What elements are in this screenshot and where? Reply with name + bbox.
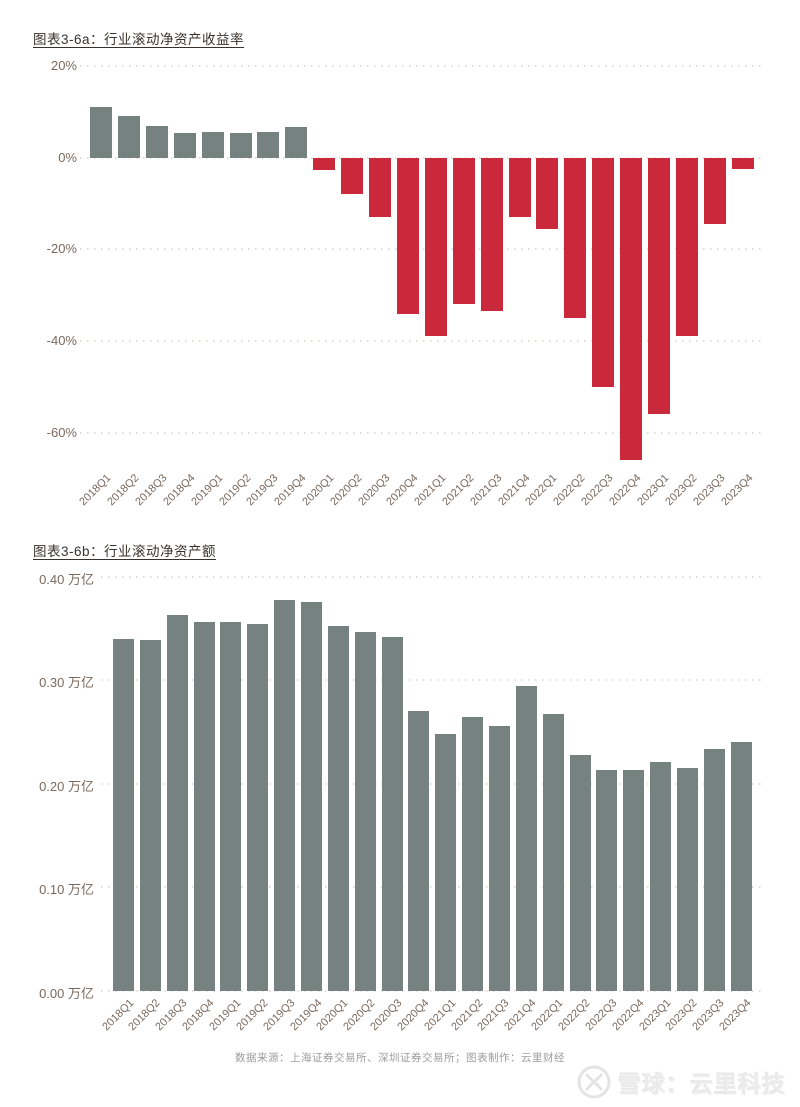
bar-2022Q1 [542,713,564,991]
gridline [101,576,766,578]
bar-2018Q1 [90,107,112,158]
bar-2022Q3 [592,157,615,387]
bar-2022Q1 [536,157,559,229]
bar-2019Q3 [274,599,296,991]
bar-2023Q3 [703,748,725,991]
gridline [80,156,766,159]
bar-2021Q2 [462,716,484,991]
bar-2021Q3 [480,157,503,312]
y-tick-label: 0% [58,149,77,165]
y-tick-label: -60% [46,424,77,440]
bar-2023Q2 [675,157,698,337]
bar-2021Q1 [435,734,457,991]
bar-2019Q1 [220,621,242,991]
bar-2023Q2 [676,768,698,991]
y-tick-label: -20% [46,241,77,257]
y-tick-label: 0.10 万亿 [39,882,94,898]
bar-2021Q4 [515,685,537,991]
bar-2021Q3 [488,725,510,991]
bar-2020Q4 [408,711,430,991]
y-tick-label: 0.40 万亿 [39,572,94,587]
bar-2020Q3 [381,637,403,991]
bar-2022Q3 [596,770,618,991]
bar-2023Q4 [730,742,752,991]
gridline [101,679,766,682]
bar-2018Q4 [193,621,215,991]
gridline [80,340,766,343]
gridline [80,431,766,434]
bar-2020Q2 [341,157,364,195]
bar-2022Q4 [620,157,643,461]
bar-2020Q4 [396,157,419,314]
bar-2020Q1 [327,625,349,991]
bar-2020Q3 [369,157,391,218]
y-tick-label: 20% [50,58,77,73]
bar-2018Q3 [166,615,188,991]
gridline [101,782,766,785]
y-tick-label: -40% [46,333,77,349]
bar-2023Q3 [703,157,726,225]
bar-2022Q4 [623,770,645,991]
bar-2021Q2 [452,157,475,305]
bar-2019Q4 [301,601,322,991]
bar-2018Q3 [145,125,168,158]
xueqiu-logo-icon [577,1065,611,1099]
chart-net-assets-title: 图表3-6b：行业滚动净资产额 [33,544,217,559]
bar-2019Q1 [201,131,224,158]
bar-2022Q2 [569,754,591,991]
bar-2019Q2 [229,132,252,158]
bar-2019Q3 [257,132,280,158]
y-tick-label: 0.30 万亿 [39,675,94,691]
bar-2020Q1 [313,157,336,171]
watermark: 雪球：云里科技 [576,1064,786,1100]
y-tick-label: 0.20 万亿 [39,778,94,794]
bar-2023Q1 [648,157,670,415]
gridline [101,989,766,992]
chart-roe-title: 图表3-6a：行业滚动净资产收益率 [33,32,245,47]
bar-2019Q2 [247,623,269,991]
bar-2019Q4 [285,127,308,158]
y-tick-label: 0.00 万亿 [39,985,94,1001]
data-source-note: 数据来源：上海证券交易所、深圳证券交易所；图表制作：云里财经 [235,1052,565,1064]
bar-2020Q2 [354,631,376,991]
bar-2021Q4 [508,157,531,218]
bar-2021Q1 [424,157,447,337]
bar-2022Q2 [564,157,587,319]
gridline [80,248,766,251]
bar-2018Q4 [173,132,196,158]
bar-2018Q2 [117,116,140,158]
bar-2023Q4 [731,157,754,170]
bar-2018Q2 [139,640,161,991]
bar-2018Q1 [113,639,134,991]
gridline [101,886,766,889]
watermark-text: 雪球：云里科技 [618,1071,786,1097]
gridline [80,65,766,67]
bar-2023Q1 [650,762,671,991]
